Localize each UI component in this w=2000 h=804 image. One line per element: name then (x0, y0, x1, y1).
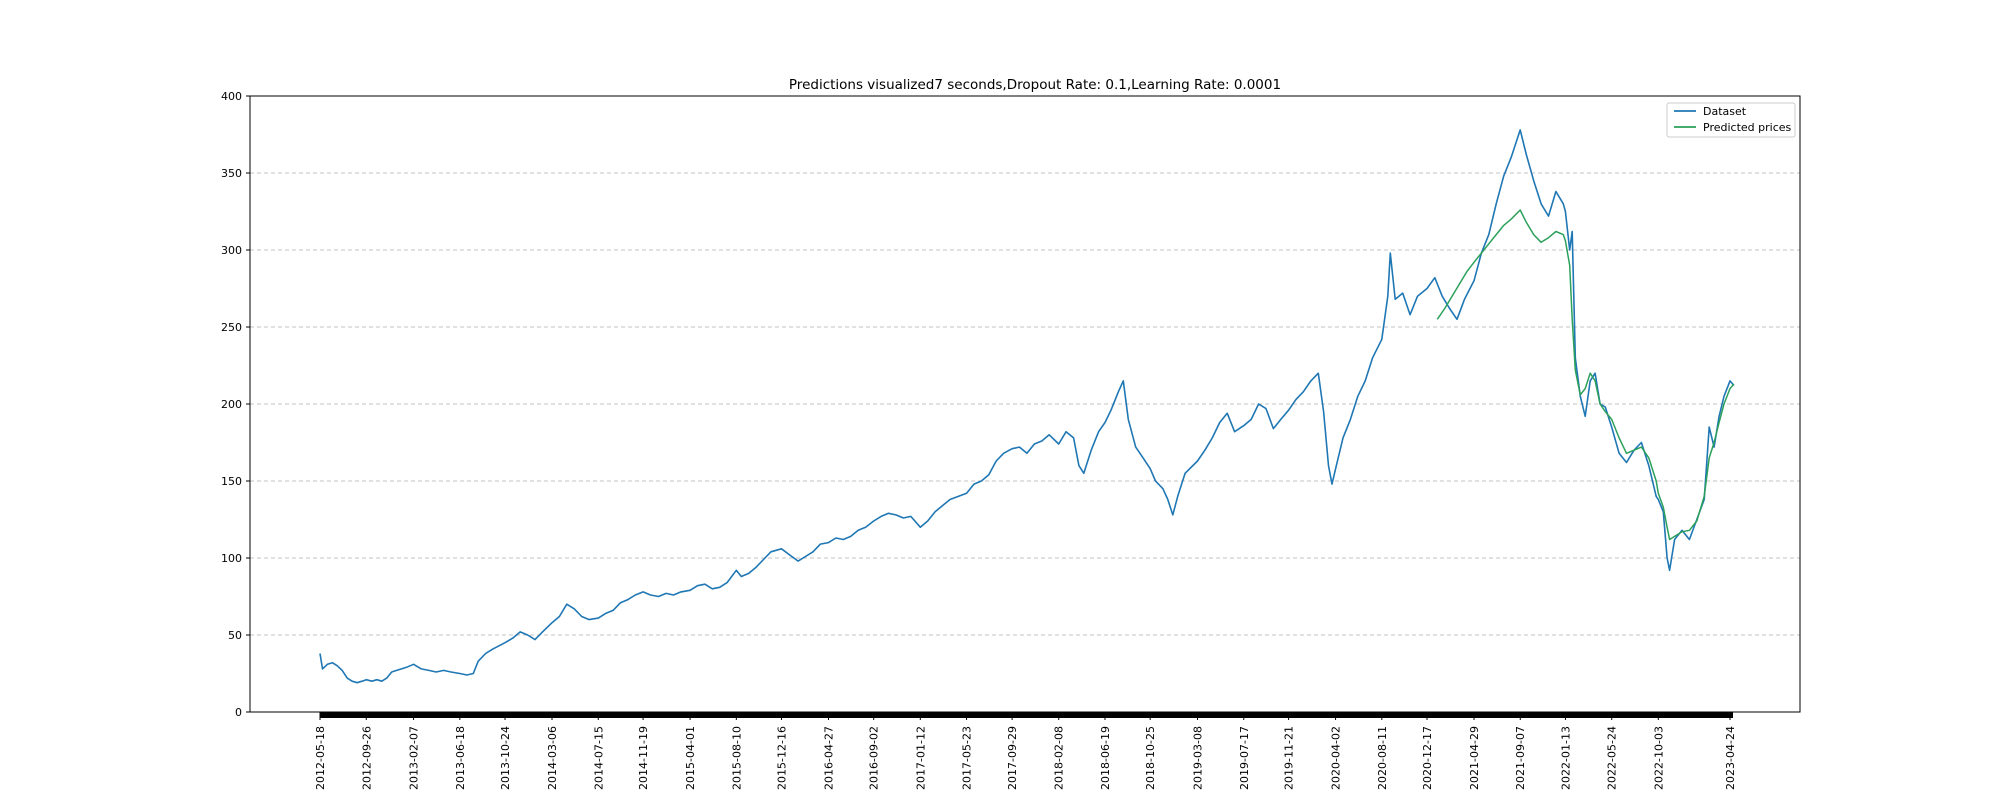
y-axis-ticks: 0 50 100 150 200 250 300 350 400 (221, 90, 250, 719)
x-axis-ticks: 2012-05-18 2012-09-26 2013-02-07 2013-06-18… (314, 712, 1737, 790)
x-tick-label: 2020-04-02 (1330, 726, 1343, 790)
x-tick-label: 2016-04-27 (822, 726, 835, 790)
x-tick-label: 2022-10-03 (1652, 726, 1665, 790)
x-tick-label: 2014-03-06 (546, 726, 559, 790)
x-tick-label: 2019-11-21 (1283, 726, 1296, 790)
x-tick-label: 2013-02-07 (408, 726, 421, 790)
x-tick-label: 2018-02-08 (1053, 726, 1066, 790)
x-tick-label: 2015-08-10 (730, 726, 743, 790)
y-tick-label: 350 (221, 167, 242, 180)
series-lines (319, 129, 1735, 684)
legend: Dataset Predicted prices (1666, 102, 1796, 138)
x-tick-label: 2012-09-26 (360, 726, 373, 790)
x-tick-label: 2018-10-25 (1144, 726, 1157, 790)
x-tick-label: 2013-10-24 (499, 726, 512, 790)
x-tick-label: 2014-11-19 (637, 726, 650, 790)
x-tick-label: 2021-04-29 (1468, 726, 1481, 790)
y-tick-label: 0 (235, 706, 242, 719)
x-tick-label: 2020-12-17 (1421, 726, 1434, 790)
x-minor-tick-band (320, 712, 1733, 718)
x-tick-label: 2019-03-08 (1191, 726, 1204, 790)
grid-lines (250, 172, 1800, 636)
x-tick-label: 2016-09-02 (868, 726, 881, 790)
x-tick-label: 2014-07-15 (592, 726, 605, 790)
y-tick-label: 250 (221, 321, 242, 334)
y-tick-label: 200 (221, 398, 242, 411)
x-tick-label: 2012-05-18 (314, 726, 327, 790)
x-tick-label: 2021-09-07 (1514, 726, 1527, 790)
x-tick-label: 2022-01-13 (1559, 726, 1572, 790)
legend-box (1666, 102, 1796, 138)
y-tick-label: 50 (228, 629, 242, 642)
series-line-dataset (319, 129, 1735, 684)
x-tick-label: 2013-06-18 (454, 726, 467, 790)
chart-title: Predictions visualized7 seconds,Dropout … (789, 77, 1281, 93)
x-tick-label: 2017-09-29 (1006, 726, 1019, 790)
y-tick-label: 300 (221, 244, 242, 257)
y-tick-label: 150 (221, 475, 242, 488)
x-tick-label: 2020-08-11 (1376, 726, 1389, 790)
y-tick-label: 100 (221, 552, 242, 565)
x-tick-label: 2017-01-12 (914, 726, 927, 790)
legend-label-dataset: Dataset (1703, 105, 1747, 118)
x-tick-label: 2022-05-24 (1606, 726, 1619, 790)
y-tick-label: 400 (221, 90, 242, 103)
series-line-predicted (1436, 209, 1735, 541)
x-tick-label: 2015-04-01 (684, 726, 697, 790)
x-tick-label: 2015-12-16 (776, 726, 789, 790)
x-tick-label: 2019-07-17 (1238, 726, 1251, 790)
plot-frame (249, 95, 1801, 713)
x-tick-label: 2018-06-19 (1099, 726, 1112, 790)
legend-label-predicted: Predicted prices (1703, 121, 1792, 134)
x-tick-label: 2023-04-24 (1724, 726, 1737, 790)
x-tick-label: 2017-05-23 (961, 726, 974, 790)
